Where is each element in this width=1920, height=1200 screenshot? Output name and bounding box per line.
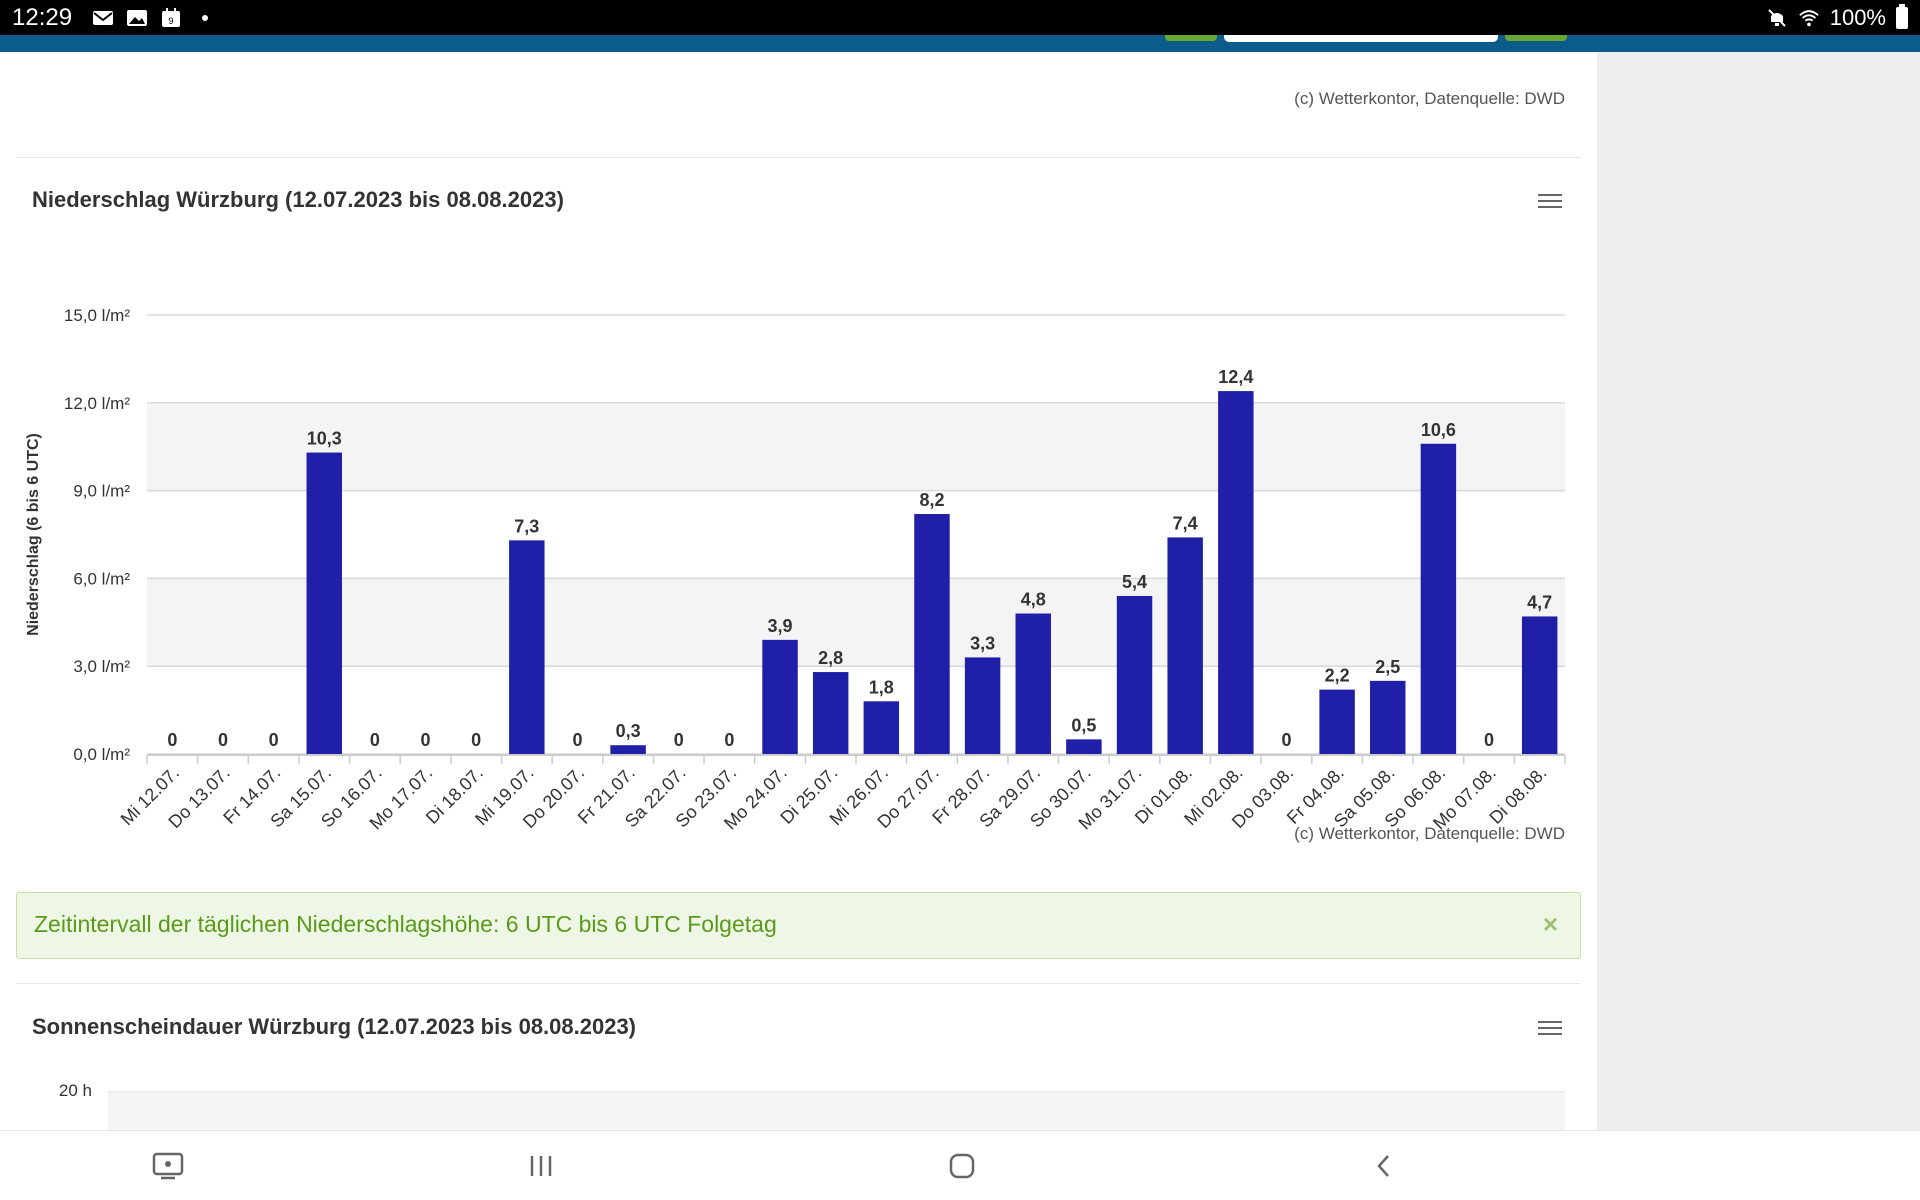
screen-icon[interactable] xyxy=(148,1149,188,1183)
divider xyxy=(16,157,1581,158)
site-header xyxy=(0,35,1920,52)
data-label: 2,5 xyxy=(1375,657,1400,677)
data-label: 10,6 xyxy=(1421,420,1456,440)
data-label: 5,4 xyxy=(1122,572,1147,592)
y-tick-label: 12,0 l/m² xyxy=(64,394,130,413)
data-label: 4,8 xyxy=(1021,590,1046,610)
bar xyxy=(509,540,545,754)
bar xyxy=(1370,680,1406,754)
data-label: 2,8 xyxy=(818,648,843,668)
data-label: 4,7 xyxy=(1527,592,1552,612)
bar xyxy=(762,639,798,754)
info-alert: Zeitintervall der täglichen Niederschlag… xyxy=(16,892,1581,959)
back-icon[interactable] xyxy=(1364,1149,1404,1183)
dot-icon xyxy=(194,9,216,27)
bar xyxy=(1066,739,1102,754)
bar xyxy=(1521,616,1558,754)
chart-title: Niederschlag Würzburg (12.07.2023 bis 08… xyxy=(32,187,564,212)
data-label: 3,9 xyxy=(768,616,793,636)
wifi-icon xyxy=(1798,9,1820,27)
home-icon[interactable] xyxy=(942,1149,982,1183)
y-tick-label: 15,0 l/m² xyxy=(64,306,130,325)
data-label: 7,3 xyxy=(514,516,539,536)
data-label: 0 xyxy=(471,730,481,750)
mute-icon xyxy=(1766,8,1788,27)
data-label: 10,3 xyxy=(307,429,342,449)
header-button-left[interactable] xyxy=(1165,35,1217,41)
y-tick-label: 3,0 l/m² xyxy=(73,657,130,676)
info-alert-text: Zeitintervall der täglichen Niederschlag… xyxy=(34,911,777,937)
close-icon[interactable]: × xyxy=(1542,909,1558,939)
bar xyxy=(610,745,646,754)
mail-icon xyxy=(92,9,114,27)
plot-band xyxy=(147,578,1565,667)
bar xyxy=(306,452,342,754)
chart-menu-icon[interactable] xyxy=(1538,194,1562,212)
divider xyxy=(16,983,1581,984)
bar xyxy=(863,701,900,754)
y-tick-label: 9,0 l/m² xyxy=(73,482,130,501)
precipitation-chart: 0,0 l/m² 3,0 l/m² 6,0 l/m² 9,0 l/m² 12,0 l/m… xyxy=(25,306,1566,832)
y-tick-label: 6,0 l/m² xyxy=(73,569,130,588)
chart-title: Sonnenscheindauer Würzburg (12.07.2023 b… xyxy=(32,1014,637,1039)
data-label: 7,4 xyxy=(1173,513,1198,533)
header-button-right[interactable] xyxy=(1505,35,1567,41)
data-label: 0 xyxy=(218,730,228,750)
recent-apps-icon[interactable] xyxy=(521,1149,561,1183)
bar xyxy=(812,672,849,754)
credit-text: (c) Wetterkontor, Datenquelle: DWD xyxy=(1294,824,1565,843)
image-icon xyxy=(126,9,148,27)
data-label: 12,4 xyxy=(1218,367,1253,387)
data-label: 0 xyxy=(1281,730,1291,750)
right-side-panel xyxy=(1597,52,1920,1130)
search-input[interactable] xyxy=(1224,35,1498,42)
data-label: 0 xyxy=(167,730,177,750)
battery-icon xyxy=(1896,3,1908,29)
y-tick-label: 0,0 l/m² xyxy=(73,745,130,764)
main-content: (c) Wetterkontor, Datenquelle: DWD Niede… xyxy=(0,52,1597,1130)
y-tick-label: 20 h xyxy=(59,1081,92,1100)
data-label: 0,5 xyxy=(1071,715,1096,735)
data-label: 0,3 xyxy=(616,721,641,741)
plot-band xyxy=(147,402,1565,491)
y-axis-title: Niederschlag (6 bis 6 UTC) xyxy=(25,433,42,636)
bar xyxy=(964,657,1001,754)
sunshine-chart: 20 h xyxy=(59,1081,1565,1130)
data-label: 0 xyxy=(674,730,684,750)
chart-menu-icon[interactable] xyxy=(1538,1021,1562,1039)
battery-percent: 100% xyxy=(1829,4,1886,30)
clock: 12:29 xyxy=(12,3,73,31)
bar xyxy=(1420,443,1457,754)
data-label: 8,2 xyxy=(919,490,944,510)
bar xyxy=(1015,613,1051,754)
navigation-bar xyxy=(0,1130,1920,1200)
data-label: 0 xyxy=(1484,730,1494,750)
data-label: 0 xyxy=(370,730,380,750)
data-label: 0 xyxy=(572,730,582,750)
bar xyxy=(1218,391,1254,754)
data-label: 0 xyxy=(724,730,734,750)
data-label: 3,3 xyxy=(970,633,995,653)
data-label: 1,8 xyxy=(869,677,894,697)
data-label: 0 xyxy=(269,730,279,750)
data-label: 2,2 xyxy=(1325,666,1350,686)
calendar-icon: 9 xyxy=(160,7,182,27)
status-bar: 12:29 9 100% xyxy=(0,0,1920,35)
bar xyxy=(914,514,950,754)
bar xyxy=(1167,537,1203,754)
credit-text: (c) Wetterkontor, Datenquelle: DWD xyxy=(1294,89,1565,108)
bar xyxy=(1116,595,1153,754)
data-label: 0 xyxy=(421,730,431,750)
bar xyxy=(1319,689,1355,754)
calendar-day: 9 xyxy=(169,16,174,26)
